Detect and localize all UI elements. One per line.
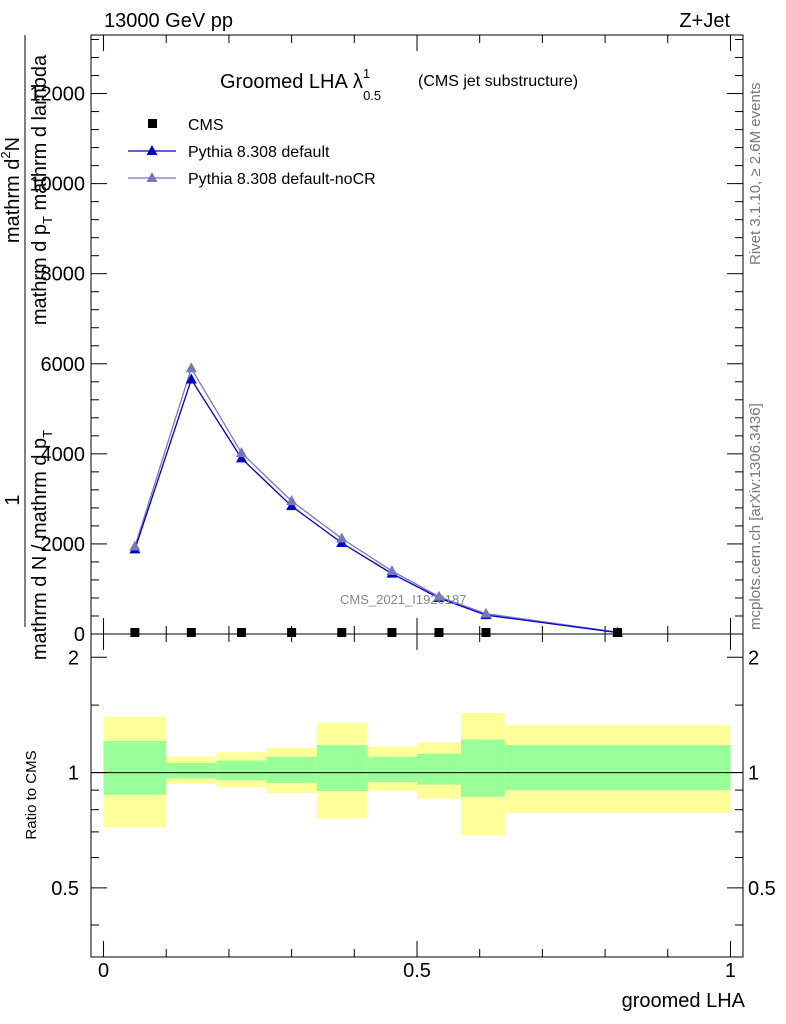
ratio-x-tick-label: 1 xyxy=(725,960,736,982)
rivet-label: Rivet 3.1.10, ≥ 2.6M events xyxy=(747,83,764,266)
noCR-series-point xyxy=(286,495,298,506)
ratio-stat-band xyxy=(166,762,217,779)
ylabel-frac-bottom-rest: mathrm d lambda xyxy=(29,54,51,216)
noCR-series-point xyxy=(480,607,492,618)
main-y-tick-label: 6000 xyxy=(41,354,86,376)
ylabel-frac-top-rest: N xyxy=(2,137,24,151)
legend-triangle-1 xyxy=(146,145,158,155)
ylabel-denominator: mathrm d N / mathrm d pT xyxy=(29,430,55,660)
legend-cms-marker xyxy=(148,119,157,128)
ratio-y-tick-label-left: 2 xyxy=(68,647,79,669)
ratio-axis-ticks: 0.5 0.5 1 1 2 2 0 0.5 1 xyxy=(51,634,776,982)
ylabel-frac-bottom-text: mathrm d p xyxy=(29,224,51,325)
main-panel: 0 2000 4000 6000 8000 10000 12000 xyxy=(29,34,744,646)
ylabel-frac-bottom-sub: T xyxy=(40,216,55,224)
ratio-stat-band xyxy=(266,756,317,783)
ratio-y-tick-label-right: 0.5 xyxy=(748,878,776,900)
main-y-tick-label: 8000 xyxy=(41,264,86,286)
legend-label-1: Pythia 8.308 default xyxy=(188,144,330,161)
ratio-x-tick-label: 0.5 xyxy=(403,960,431,982)
main-y-tick-label: 2000 xyxy=(41,534,86,556)
noCR-series-point xyxy=(235,446,247,457)
noCR-series-point xyxy=(185,362,197,373)
main-axis-ticks: 0 2000 4000 6000 8000 10000 12000 xyxy=(29,35,743,646)
main-y-tick-label: 0 xyxy=(74,624,85,646)
legend-triangle-2 xyxy=(146,172,158,182)
ratio-stat-band xyxy=(103,740,167,795)
cms-data-point xyxy=(130,628,140,637)
plot-title-lambda: λ xyxy=(353,71,363,93)
ratio-panel: 0.5 0.5 1 1 2 2 0 0.5 1 xyxy=(51,633,776,982)
cms-data-point xyxy=(186,628,196,637)
ylabel-frac-bottom: mathrm d pT mathrm d lambda xyxy=(29,54,55,325)
plot-title-main: Groomed LHA λ1 0.5 xyxy=(220,66,381,103)
plot-title-sub: 0.5 xyxy=(363,88,381,103)
energy-label: 13000 GeV pp xyxy=(104,10,233,32)
noCR-series-point xyxy=(386,564,398,575)
ratio-stat-band xyxy=(316,745,367,792)
mcplots-label: mcplots.cern.ch [arXiv:1306.3436] xyxy=(747,403,764,630)
ratio-stat-band xyxy=(417,753,461,785)
ratio-y-tick-label-right: 2 xyxy=(748,647,759,669)
cms-data-point xyxy=(287,628,297,637)
cms-data-point xyxy=(236,628,246,637)
watermark: CMS_2021_I1920187 xyxy=(340,592,467,607)
noCR-series-point xyxy=(336,532,348,543)
ratio-stat-band xyxy=(216,760,267,781)
default-series-point xyxy=(185,373,197,384)
plot-title-sup: 1 xyxy=(363,66,370,81)
ylabel-denominator-text: mathrm d N / mathrm d p xyxy=(29,438,51,660)
ylabel-denominator-sub: T xyxy=(40,430,55,438)
cms-data-point xyxy=(613,628,623,637)
legend: CMS Pythia 8.308 default Pythia 8.308 defa… xyxy=(128,117,376,188)
ratio-y-tick-label-right: 1 xyxy=(748,763,759,785)
legend-label-0: CMS xyxy=(188,117,224,134)
cms-data-point xyxy=(337,628,347,637)
plot-title: Groomed LHA λ1 0.5 (CMS jet substructure) xyxy=(220,66,578,103)
plot-title-note: (CMS jet substructure) xyxy=(418,73,578,90)
default-series-point xyxy=(235,452,247,463)
noCR-series-point xyxy=(129,540,141,551)
ratio-y-tick-label-left: 1 xyxy=(68,763,79,785)
ylabel-frac-top: mathrm d2N xyxy=(0,137,24,243)
plot-title-text: Groomed LHA xyxy=(220,71,348,93)
main-ylabel: 1 mathrm d N / mathrm d pT mathrm d2N ma… xyxy=(0,35,55,660)
ratio-x-tick-label: 0 xyxy=(98,960,109,982)
noCR-series-point xyxy=(433,590,445,601)
main-y-tick-label: 12000 xyxy=(29,84,85,106)
ratio-bands xyxy=(91,713,743,836)
ylabel-one: 1 xyxy=(2,494,24,505)
cms-data-point xyxy=(481,628,491,637)
x-axis-label: groomed LHA xyxy=(622,990,746,1012)
ratio-stat-band xyxy=(366,756,417,782)
ratio-stat-band xyxy=(504,745,731,791)
ratio-stat-band xyxy=(460,739,505,797)
main-y-tick-label: 10000 xyxy=(29,174,85,196)
ylabel-frac-top-text: mathrm d xyxy=(2,159,24,243)
ratio-y-tick-label-left: 0.5 xyxy=(51,878,79,900)
ratio-ylabel: Ratio to CMS xyxy=(23,750,40,839)
ylabel-frac-top-sup: 2 xyxy=(0,151,13,158)
process-label: Z+Jet xyxy=(679,10,730,32)
cms-data-point xyxy=(387,628,397,637)
main-y-tick-label: 4000 xyxy=(41,444,86,466)
cms-data-point xyxy=(434,628,444,637)
legend-label-2: Pythia 8.308 default-noCR xyxy=(188,171,376,188)
